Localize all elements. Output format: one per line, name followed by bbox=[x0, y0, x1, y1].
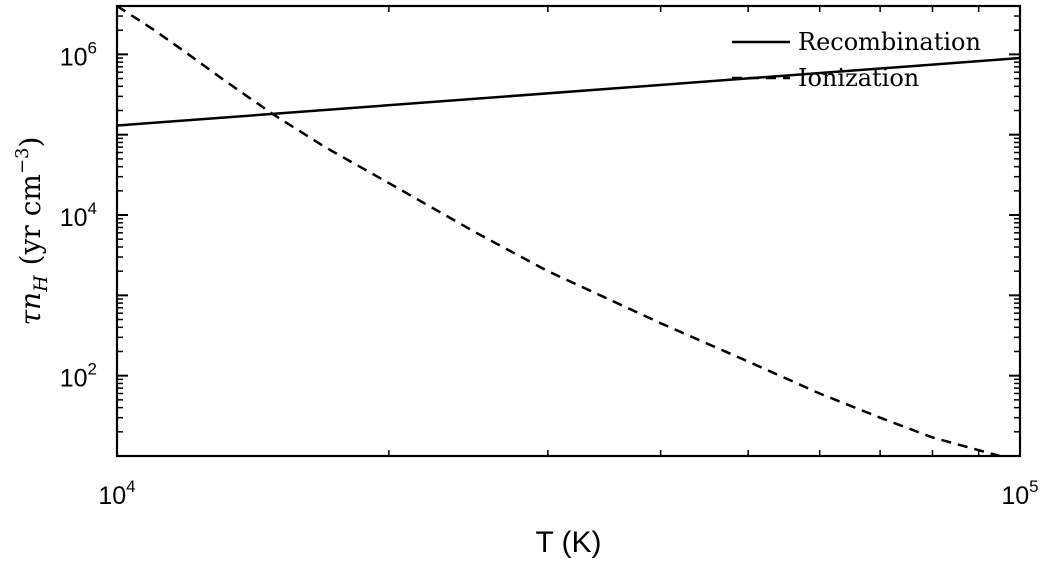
x-tick-base: 10 bbox=[98, 482, 126, 510]
y-label-n: n bbox=[14, 292, 47, 310]
y-label-tau: τ bbox=[14, 309, 47, 325]
x-tick-labels: 104 105 bbox=[98, 477, 1038, 510]
y-tick-exp: 6 bbox=[88, 38, 97, 57]
y-tick-exp: 2 bbox=[88, 360, 97, 379]
series-layer bbox=[117, 6, 1020, 456]
x-tick-exp: 5 bbox=[1029, 477, 1038, 496]
axes-box bbox=[115, 4, 1022, 458]
y-label-units-open: (yr cm bbox=[14, 174, 47, 265]
y-label-units-close: ) bbox=[14, 137, 47, 148]
series-line-recombination bbox=[117, 56, 1020, 127]
legend-label-ionization: Ionization bbox=[798, 64, 919, 92]
x-tick-label: 104 bbox=[98, 477, 135, 510]
x-tick-exp: 4 bbox=[126, 477, 135, 496]
y-tick-label: 106 bbox=[60, 38, 97, 71]
x-tick-label: 105 bbox=[1001, 477, 1038, 510]
plot-background bbox=[117, 6, 1020, 456]
y-tick-base: 10 bbox=[60, 43, 88, 71]
legend: Recombination Ionization bbox=[732, 28, 981, 92]
x-axis-label: T (K) bbox=[535, 526, 601, 559]
y-label-exp: −3 bbox=[12, 148, 33, 175]
y-tick-exp: 4 bbox=[88, 199, 97, 218]
y-axis-label: τnH (yr cm−3) bbox=[12, 137, 52, 326]
legend-label-recombination: Recombination bbox=[798, 28, 981, 56]
y-tick-base: 10 bbox=[60, 365, 88, 393]
plot-area bbox=[117, 6, 1020, 456]
y-tick-label: 102 bbox=[60, 360, 97, 393]
series-line-ionization bbox=[117, 6, 1001, 456]
x-tick-base: 10 bbox=[1001, 482, 1029, 510]
y-label-sub: H bbox=[30, 275, 52, 293]
y-tick-base: 10 bbox=[60, 204, 88, 232]
y-tick-label: 104 bbox=[60, 199, 97, 232]
